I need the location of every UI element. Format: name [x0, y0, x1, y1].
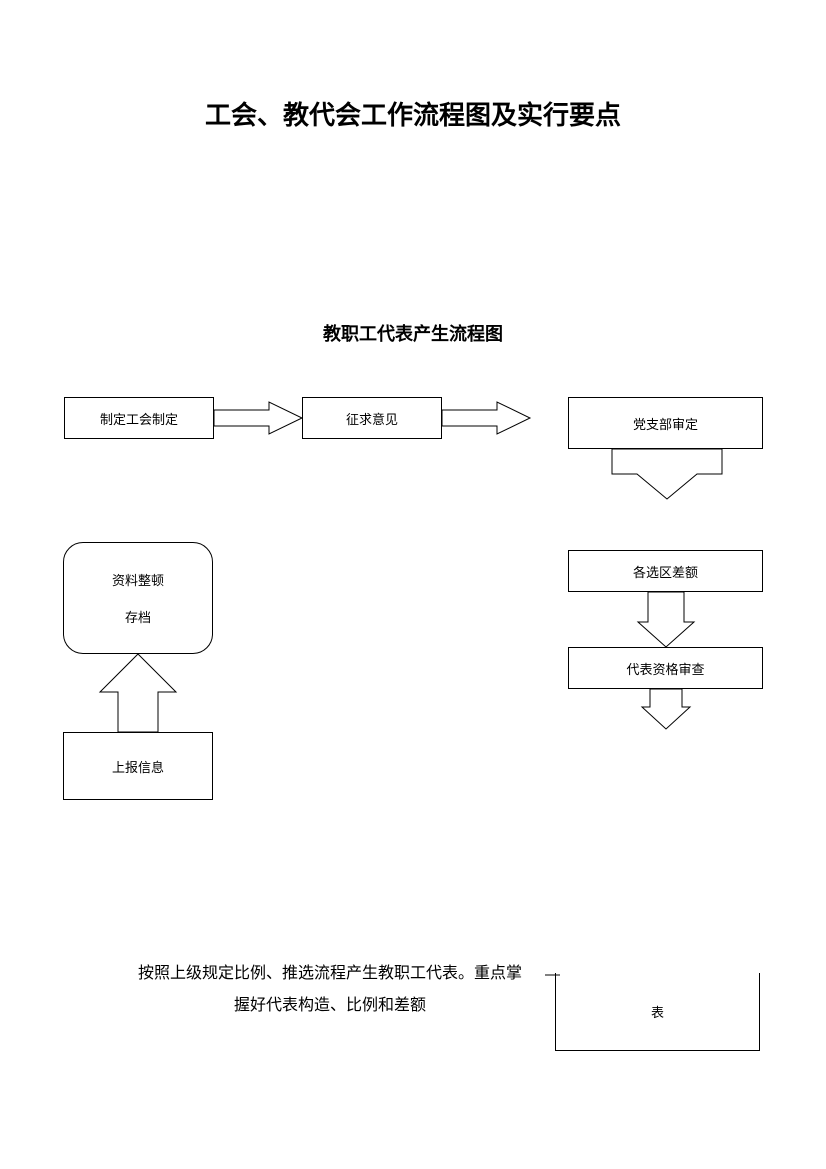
node-上报信息: 上报信息: [63, 732, 213, 800]
arrow-right-2: [442, 402, 530, 434]
section-title: 教职工代表产生流程图: [0, 320, 826, 346]
paragraph-line-2: 握好代表构造、比例和差额: [110, 990, 550, 1022]
node-各选区差额: 各选区差额: [568, 550, 763, 592]
arrow-down-2: [638, 592, 694, 647]
node-代表资格审查: 代表资格审查: [568, 647, 763, 689]
node-表: 表: [555, 973, 760, 1051]
node-制定工会制定: 制定工会制定: [64, 397, 214, 439]
node-资料整顿存档: 资料整顿 存档: [63, 542, 213, 654]
arrow-right-1: [214, 402, 302, 434]
node-line-存档: 存档: [125, 607, 151, 626]
paragraph-block: 按照上级规定比例、推选流程产生教职工代表。重点掌 握好代表构造、比例和差额: [110, 958, 550, 1022]
paragraph-line-1: 按照上级规定比例、推选流程产生教职工代表。重点掌: [110, 958, 550, 990]
node-党支部审定: 党支部审定: [568, 397, 763, 449]
arrow-up-1: [100, 654, 176, 732]
arrow-down-1: [612, 449, 722, 499]
page-title: 工会、教代会工作流程图及实行要点: [0, 95, 826, 132]
arrow-down-3: [642, 689, 690, 729]
node-line-资料整顿: 资料整顿: [112, 570, 164, 589]
node-征求意见: 征求意见: [302, 397, 442, 439]
